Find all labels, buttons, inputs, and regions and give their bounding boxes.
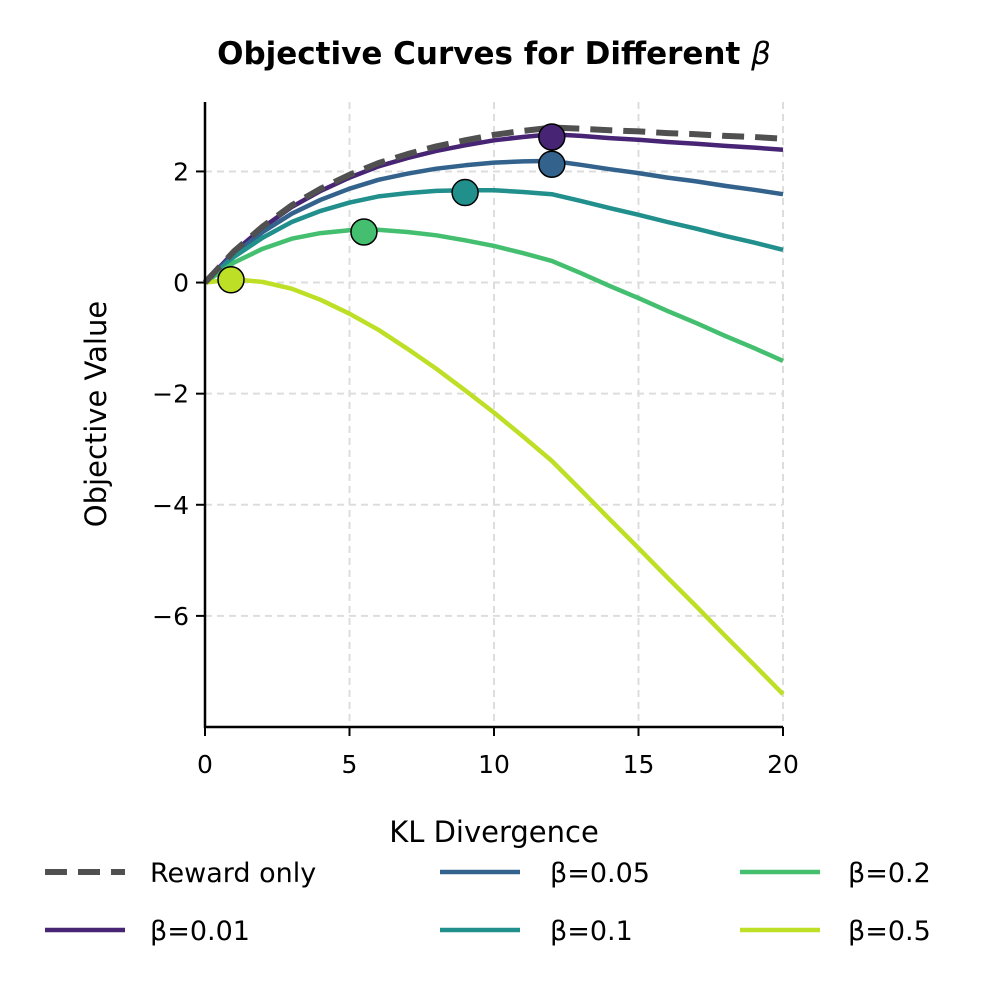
x-tick-label: 0 — [197, 750, 213, 779]
series-line — [203, 188, 784, 285]
optimum-marker — [451, 178, 479, 207]
y-tick-label: −2 — [152, 380, 189, 409]
series-line — [203, 158, 784, 285]
y-axis-label: Objective Value — [79, 301, 113, 527]
series-line — [202, 124, 784, 285]
legend-label: β=0.1 — [550, 916, 633, 947]
optimum-marker — [538, 150, 566, 178]
y-tick-label: −4 — [152, 491, 189, 520]
legend-label: β=0.5 — [848, 916, 931, 947]
x-tick-label: 20 — [767, 750, 799, 779]
x-tick-label: 5 — [342, 750, 358, 779]
series-line — [203, 131, 784, 285]
x-axis-label: KL Divergence — [389, 815, 599, 849]
y-tick-label: 2 — [173, 157, 189, 186]
legend: Reward only β=0.01 β=0.05 β=0.1 β=0.2 β=0.5 — [45, 858, 931, 947]
chart-title: Objective Curves for Different β — [217, 36, 771, 72]
y-tick-label: 0 — [173, 269, 189, 298]
legend-label: β=0.2 — [848, 858, 931, 889]
axes: 0 5 10 15 20 −6 −4 −2 0 2 — [152, 102, 799, 779]
series-line — [204, 276, 785, 696]
legend-label: β=0.05 — [550, 858, 650, 889]
legend-label: Reward only — [150, 858, 316, 889]
y-tick-label: −6 — [152, 602, 189, 631]
legend-label: β=0.01 — [150, 916, 250, 947]
optimum-marker — [538, 123, 566, 151]
grid — [204, 102, 784, 727]
series-lines — [202, 124, 785, 696]
optimum-marker — [217, 266, 245, 294]
optimum-markers — [217, 123, 566, 294]
x-tick-label: 10 — [478, 750, 510, 779]
series-line — [203, 227, 784, 363]
x-tick-label: 15 — [623, 750, 655, 779]
optimum-marker — [350, 218, 378, 246]
